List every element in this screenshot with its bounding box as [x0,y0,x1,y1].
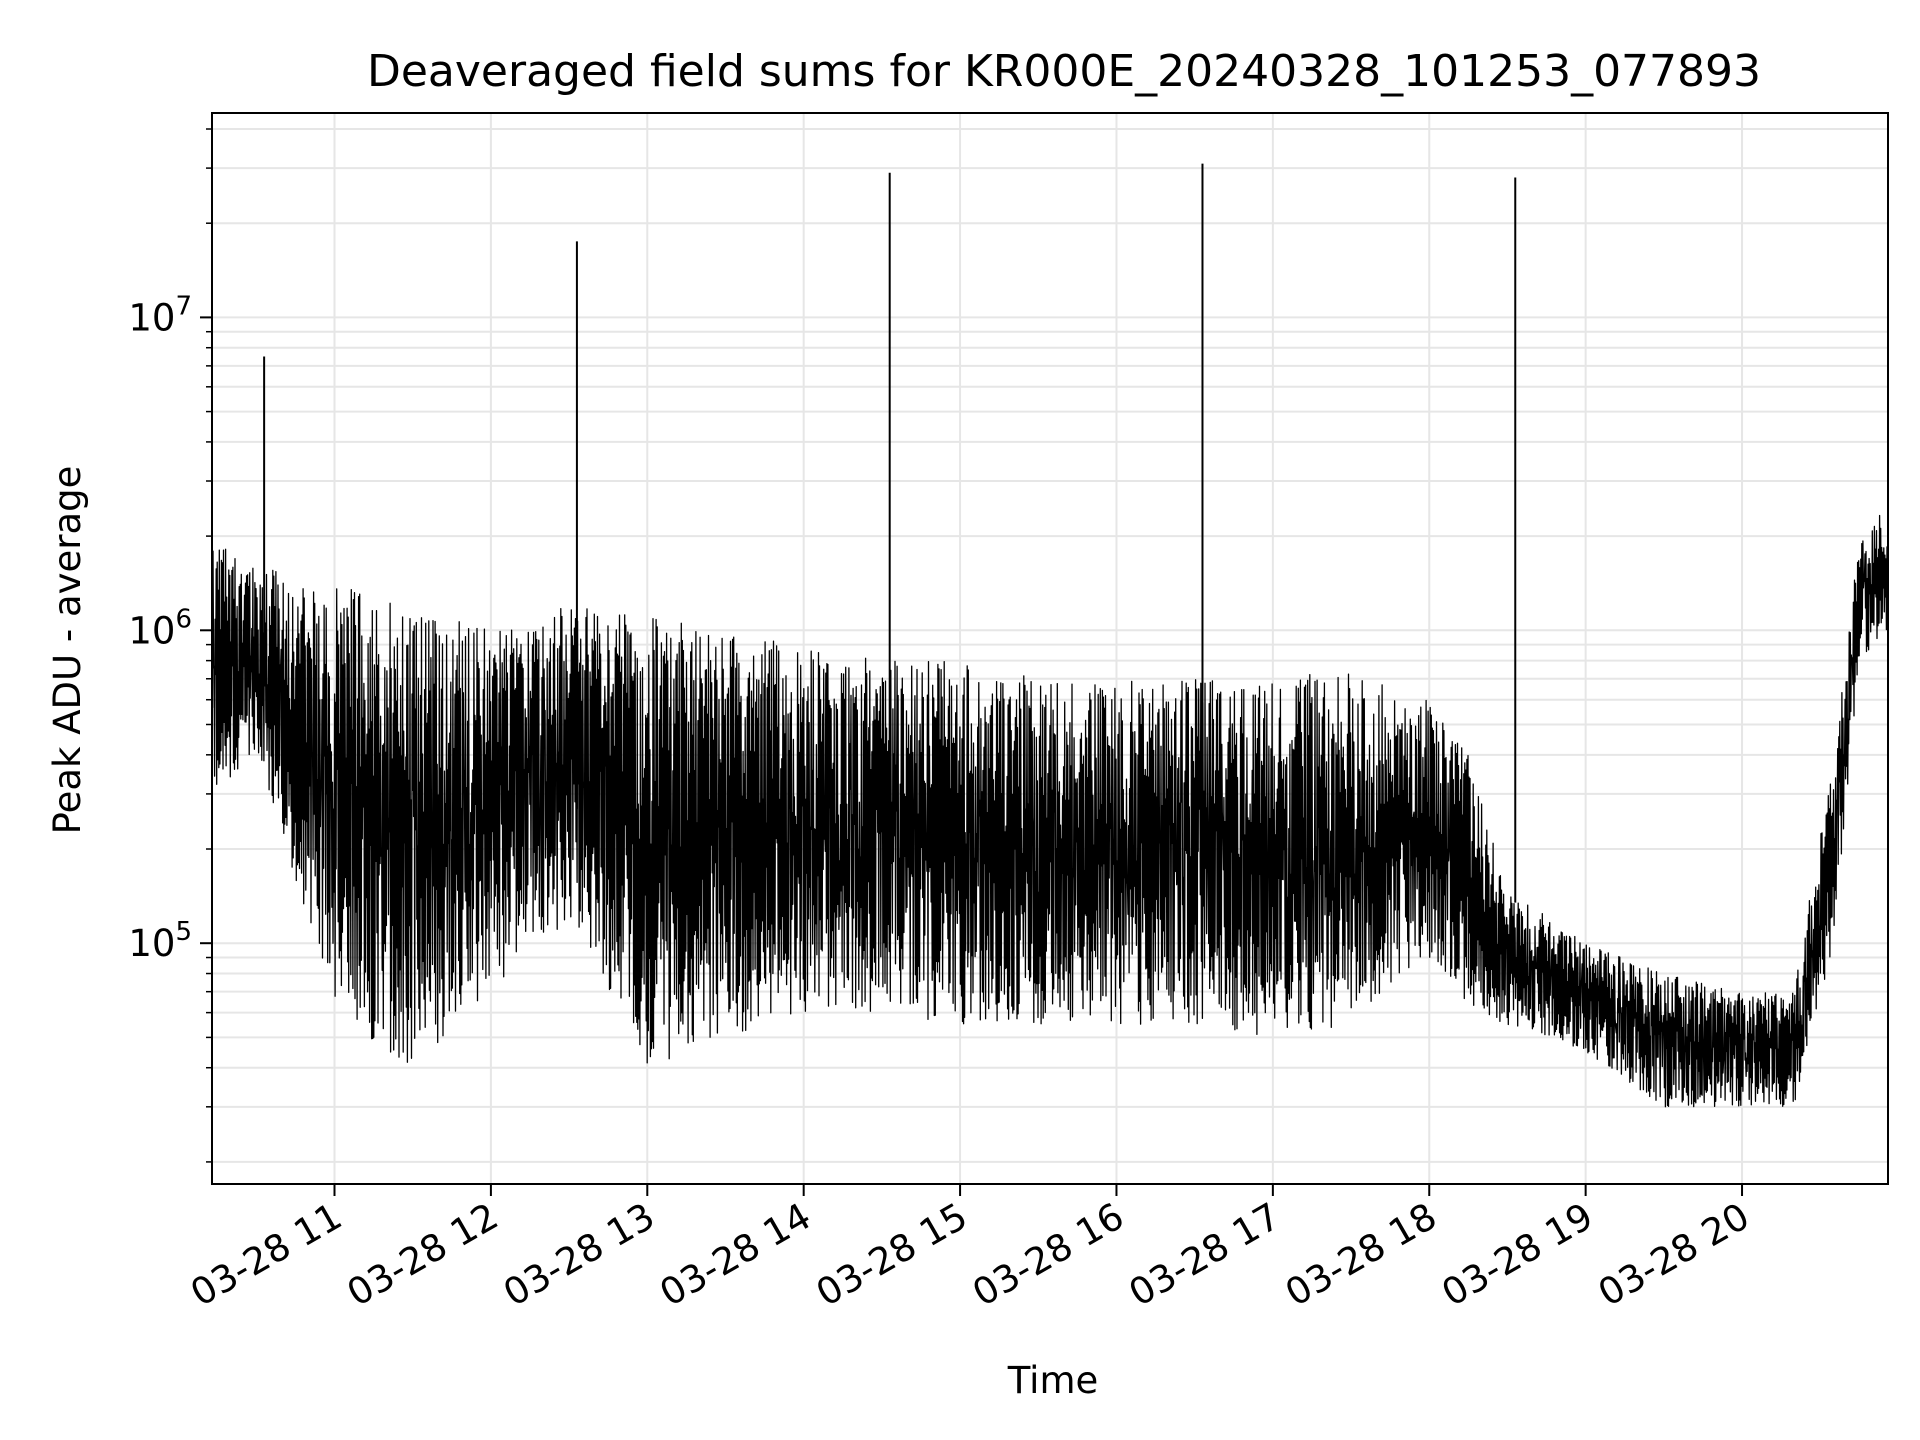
x-tick-label: 03-28 15 [809,1195,975,1315]
series-line [211,163,1889,1108]
x-tick-label: 03-28 12 [340,1195,506,1315]
x-tick-label: 03-28 16 [965,1195,1131,1315]
x-tick-label: 03-28 18 [1278,1195,1444,1315]
plot-frame [211,112,1889,1185]
y-tick-label: 105 [128,917,192,965]
x-tick-label: 03-28 20 [1591,1195,1757,1315]
chart-title: Deaveraged field sums for KR000E_2024032… [367,46,1761,97]
x-tick-label: 03-28 17 [1122,1195,1288,1315]
x-axis-label: Time [1007,1359,1099,1402]
y-tick-label: 107 [128,291,192,339]
x-tick-label: 03-28 13 [496,1195,662,1315]
x-tick-label: 03-28 19 [1435,1195,1601,1315]
x-tick-label: 03-28 11 [183,1195,349,1315]
series-trace [211,514,1889,1108]
x-tick-label: 03-28 14 [653,1195,819,1315]
y-tick-label: 106 [128,604,192,652]
y-axis-label: Peak ADU - average [46,466,89,835]
